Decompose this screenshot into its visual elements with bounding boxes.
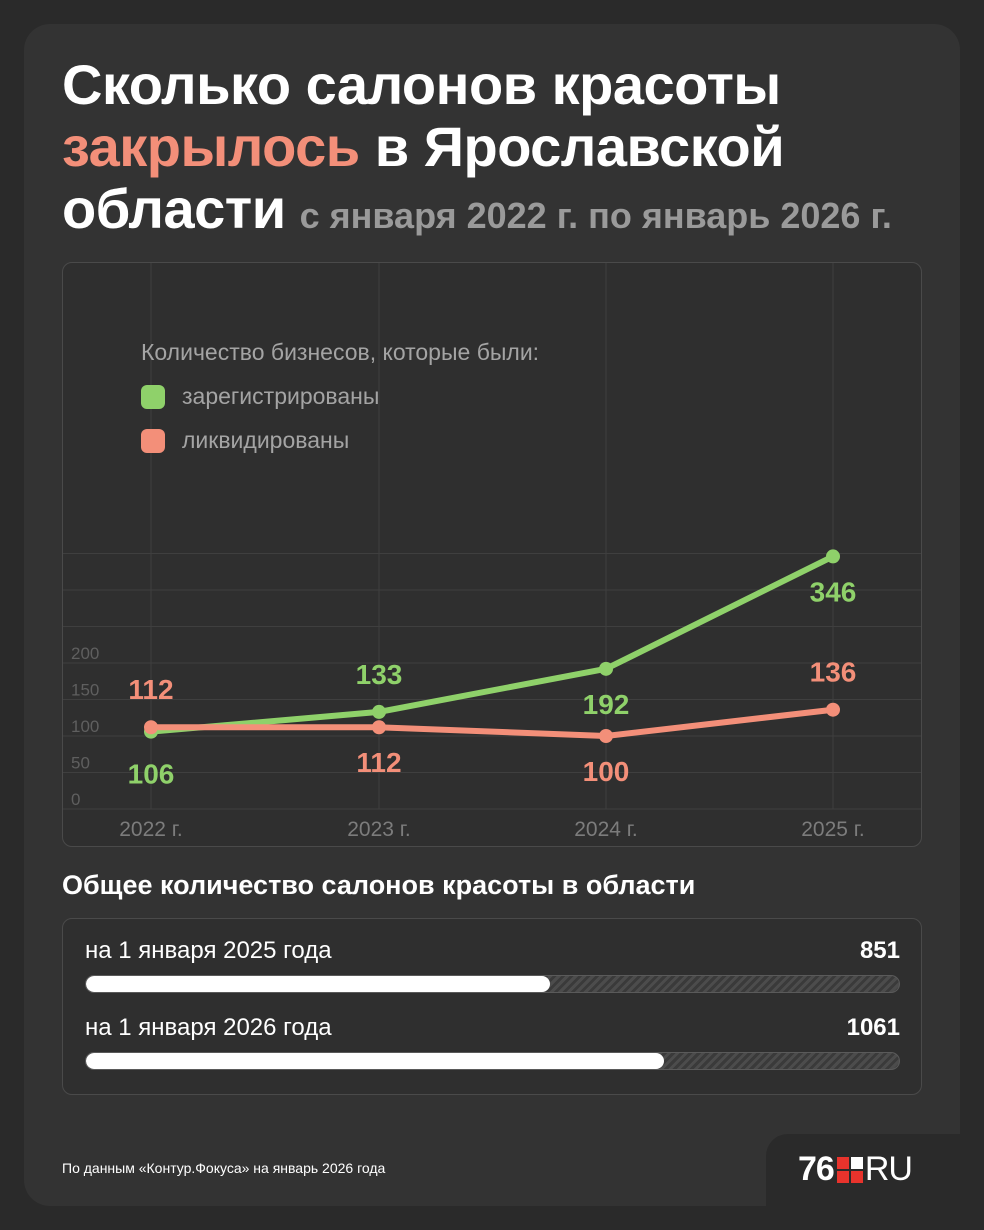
data-label-liquidated: 100 xyxy=(583,756,630,787)
y-tick-label: 200 xyxy=(71,644,99,663)
x-tick-label: 2025 г. xyxy=(801,818,864,841)
data-label-liquidated: 136 xyxy=(810,657,857,688)
legend-item-registered: зарегистрированы xyxy=(141,383,379,410)
logo-ru: RU xyxy=(864,1150,913,1188)
point-registered xyxy=(599,661,613,676)
y-tick-label: 50 xyxy=(71,754,90,773)
y-tick-label: 150 xyxy=(71,681,99,700)
totals-panel: на 1 января 2025 года 851 на 1 января 20… xyxy=(62,918,922,1095)
totals-value-2025: 851 xyxy=(859,937,900,964)
totals-value-2026: 1061 xyxy=(846,1014,900,1041)
data-label-liquidated: 112 xyxy=(356,747,401,778)
legend-swatch-liquidated xyxy=(141,428,165,453)
data-label-registered: 133 xyxy=(356,659,403,690)
progress-fill-2025 xyxy=(86,976,551,992)
point-registered xyxy=(372,704,386,719)
title-accent: закрылось xyxy=(62,115,360,178)
title-line-1: Сколько салонов красоты xyxy=(62,53,781,116)
totals-label-2025: на 1 января 2025 года xyxy=(85,937,332,964)
title-subtitle: с января 2022 г. по январь 2026 г. xyxy=(299,195,892,236)
logo-number: 76 xyxy=(798,1150,835,1188)
data-label-liquidated: 112 xyxy=(128,674,173,705)
y-tick-label: 100 xyxy=(71,717,99,736)
point-registered xyxy=(826,549,840,564)
progress-track-2025 xyxy=(85,975,900,993)
source-note: По данным «Контур.Фокуса» на январь 2026… xyxy=(62,1160,386,1176)
data-label-registered: 106 xyxy=(128,759,175,790)
legend-title: Количество бизнесов, которые были: xyxy=(141,339,540,365)
x-tick-label: 2024 г. xyxy=(574,818,637,841)
point-liquidated xyxy=(826,702,840,717)
legend-item-liquidated: ликвидированы xyxy=(141,427,349,454)
brand-logo[interactable]: 76 RU xyxy=(766,1134,960,1206)
series-line-liquidated xyxy=(148,706,836,739)
title-line-3-text: области xyxy=(62,177,286,240)
legend-label-registered: зарегистрированы xyxy=(182,383,380,409)
title-line-2: закрылось в Ярославской xyxy=(62,116,942,178)
progress-fill-2026 xyxy=(86,1053,665,1069)
title-line-2-rest: в Ярославской xyxy=(374,115,785,178)
point-liquidated xyxy=(599,729,613,743)
data-label-registered: 346 xyxy=(810,576,857,607)
series-line-registered xyxy=(148,553,836,735)
chart-svg: 0 50 100 150 200 2022 г. 2023 г. 2024 г. 2025 г.… xyxy=(63,263,921,841)
point-liquidated xyxy=(372,720,386,735)
totals-label-2026: на 1 января 2026 года xyxy=(85,1014,332,1041)
totals-title: Общее количество салонов красоты в облас… xyxy=(62,870,696,900)
point-liquidated xyxy=(144,720,158,735)
legend-swatch-registered xyxy=(141,384,165,409)
page-title: Сколько салонов красоты закрылось в Ярос… xyxy=(62,54,942,247)
x-tick-label: 2022 г. xyxy=(119,818,182,841)
data-label-registered: 192 xyxy=(583,689,630,720)
line-chart: 0 50 100 150 200 2022 г. 2023 г. 2024 г. 2025 г.… xyxy=(62,262,922,847)
logo-mark-icon xyxy=(836,1156,863,1183)
title-line-3: области с января 2022 г. по январь 2026 г… xyxy=(62,178,942,247)
progress-track-2026 xyxy=(85,1052,900,1070)
x-tick-label: 2023 г. xyxy=(347,818,410,841)
y-tick-label: 0 xyxy=(71,790,80,809)
legend-label-liquidated: ликвидированы xyxy=(182,427,350,453)
